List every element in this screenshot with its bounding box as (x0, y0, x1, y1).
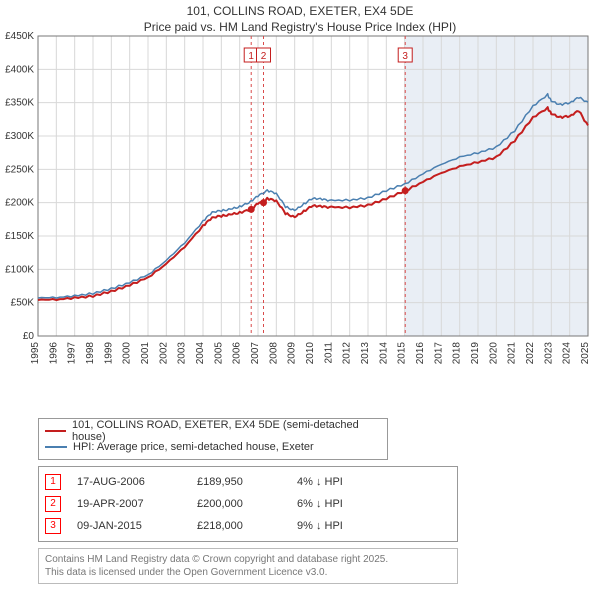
svg-text:£150K: £150K (5, 231, 34, 242)
sale-price: £189,950 (197, 476, 297, 488)
legend-label: HPI: Average price, semi-detached house,… (73, 441, 314, 453)
svg-text:2014: 2014 (378, 342, 389, 365)
svg-text:2007: 2007 (250, 342, 261, 365)
svg-text:2000: 2000 (122, 342, 133, 365)
attrib-line: Contains HM Land Registry data © Crown c… (45, 553, 451, 566)
svg-text:£250K: £250K (5, 164, 34, 175)
svg-text:2001: 2001 (140, 342, 151, 365)
table-row: 2 19-APR-2007 £200,000 6% ↓ HPI (45, 493, 451, 515)
legend-swatch (45, 430, 66, 432)
sale-diff: 6% ↓ HPI (297, 498, 417, 510)
svg-text:2012: 2012 (342, 342, 353, 365)
svg-text:1: 1 (248, 51, 254, 62)
legend-label: 101, COLLINS ROAD, EXETER, EX4 5DE (semi… (72, 419, 381, 443)
svg-text:2019: 2019 (470, 342, 481, 365)
svg-text:2009: 2009 (287, 342, 298, 365)
svg-text:1996: 1996 (48, 342, 59, 365)
table-row: 3 09-JAN-2015 £218,000 9% ↓ HPI (45, 515, 451, 537)
svg-text:2023: 2023 (543, 342, 554, 365)
sale-price: £200,000 (197, 498, 297, 510)
svg-text:1995: 1995 (30, 342, 41, 365)
svg-text:£300K: £300K (5, 131, 34, 142)
svg-text:2003: 2003 (177, 342, 188, 365)
sale-date: 19-APR-2007 (77, 498, 197, 510)
legend: 101, COLLINS ROAD, EXETER, EX4 5DE (semi… (38, 418, 388, 460)
svg-text:£450K: £450K (5, 31, 34, 42)
legend-item: 101, COLLINS ROAD, EXETER, EX4 5DE (semi… (45, 423, 381, 439)
svg-text:2016: 2016 (415, 342, 426, 365)
svg-text:3: 3 (402, 51, 408, 62)
svg-text:2: 2 (261, 51, 267, 62)
svg-text:2011: 2011 (323, 342, 334, 364)
table-row: 1 17-AUG-2006 £189,950 4% ↓ HPI (45, 471, 451, 493)
sale-price: £218,000 (197, 520, 297, 532)
svg-text:£400K: £400K (5, 64, 34, 75)
attribution: Contains HM Land Registry data © Crown c… (38, 548, 458, 584)
svg-text:£0: £0 (23, 331, 35, 342)
sale-diff: 9% ↓ HPI (297, 520, 417, 532)
svg-text:2024: 2024 (562, 342, 573, 365)
svg-text:2005: 2005 (213, 342, 224, 365)
sale-diff: 4% ↓ HPI (297, 476, 417, 488)
svg-text:2013: 2013 (360, 342, 371, 365)
svg-text:2017: 2017 (433, 342, 444, 365)
marker-badge: 2 (45, 496, 61, 512)
sales-table: 1 17-AUG-2006 £189,950 4% ↓ HPI 2 19-APR… (38, 466, 458, 542)
svg-text:2021: 2021 (507, 342, 518, 365)
svg-text:1999: 1999 (103, 342, 114, 365)
svg-text:2010: 2010 (305, 342, 316, 365)
svg-text:2025: 2025 (580, 342, 591, 365)
sale-date: 09-JAN-2015 (77, 520, 197, 532)
sale-date: 17-AUG-2006 (77, 476, 197, 488)
svg-text:2015: 2015 (397, 342, 408, 365)
svg-text:£200K: £200K (5, 198, 34, 209)
svg-text:2006: 2006 (232, 342, 243, 365)
marker-badge: 3 (45, 518, 61, 534)
svg-text:2020: 2020 (488, 342, 499, 365)
legend-swatch (45, 446, 67, 448)
svg-text:£350K: £350K (5, 98, 34, 109)
svg-text:2008: 2008 (268, 342, 279, 365)
svg-text:£50K: £50K (11, 298, 35, 309)
svg-text:£100K: £100K (5, 264, 34, 275)
attrib-line: This data is licensed under the Open Gov… (45, 566, 451, 579)
svg-text:2022: 2022 (525, 342, 536, 365)
svg-text:1998: 1998 (85, 342, 96, 365)
marker-badge: 1 (45, 474, 61, 490)
price-chart: £0 £50K £100K £150K £200K £250K £300K £350K £400… (0, 0, 600, 380)
svg-text:2002: 2002 (158, 342, 169, 365)
svg-text:2004: 2004 (195, 342, 206, 365)
svg-text:1997: 1997 (67, 342, 78, 365)
svg-text:2018: 2018 (452, 342, 463, 365)
